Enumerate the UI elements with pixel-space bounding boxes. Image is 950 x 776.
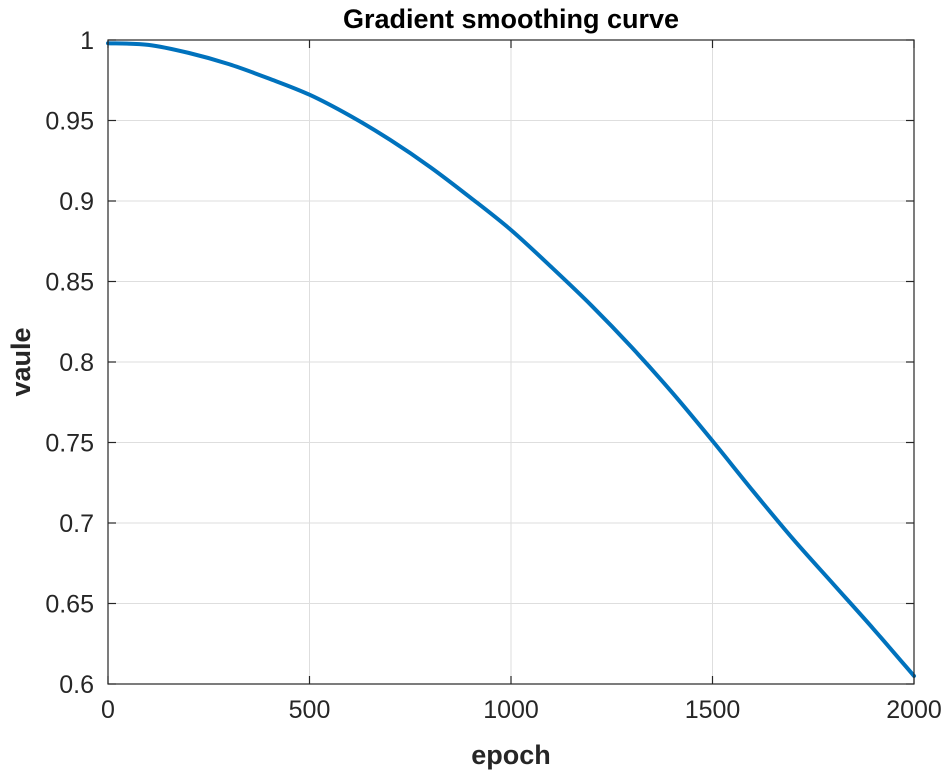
x-axis-label: epoch bbox=[471, 740, 551, 770]
y-tick-label: 0.95 bbox=[45, 108, 94, 136]
y-tick-label: 0.8 bbox=[59, 349, 94, 377]
y-axis-label: vaule bbox=[6, 327, 36, 396]
ticks: 0 500 1000 1500 2000 0.6 0.65 0.7 0.75 0.8 0.85 0.9… bbox=[45, 27, 941, 724]
y-tick-label: 0.7 bbox=[59, 510, 94, 538]
y-tick-label: 0.6 bbox=[59, 671, 94, 699]
x-tick-label: 500 bbox=[289, 696, 331, 724]
series-line bbox=[106, 41, 916, 678]
y-tick-label: 0.65 bbox=[45, 591, 94, 619]
grid bbox=[107, 39, 915, 685]
y-tick-label: 0.75 bbox=[45, 430, 94, 458]
y-tick-label: 1 bbox=[80, 27, 94, 55]
y-tick-label: 0.85 bbox=[45, 269, 94, 297]
y-tick-label: 0.9 bbox=[59, 188, 94, 216]
series-layer bbox=[106, 41, 916, 678]
x-tick-label: 0 bbox=[101, 696, 115, 724]
x-tick-label: 1500 bbox=[685, 696, 741, 724]
x-tick-label: 2000 bbox=[886, 696, 942, 724]
chart-title: Gradient smoothing curve bbox=[343, 4, 679, 34]
x-tick-label: 1000 bbox=[483, 696, 539, 724]
